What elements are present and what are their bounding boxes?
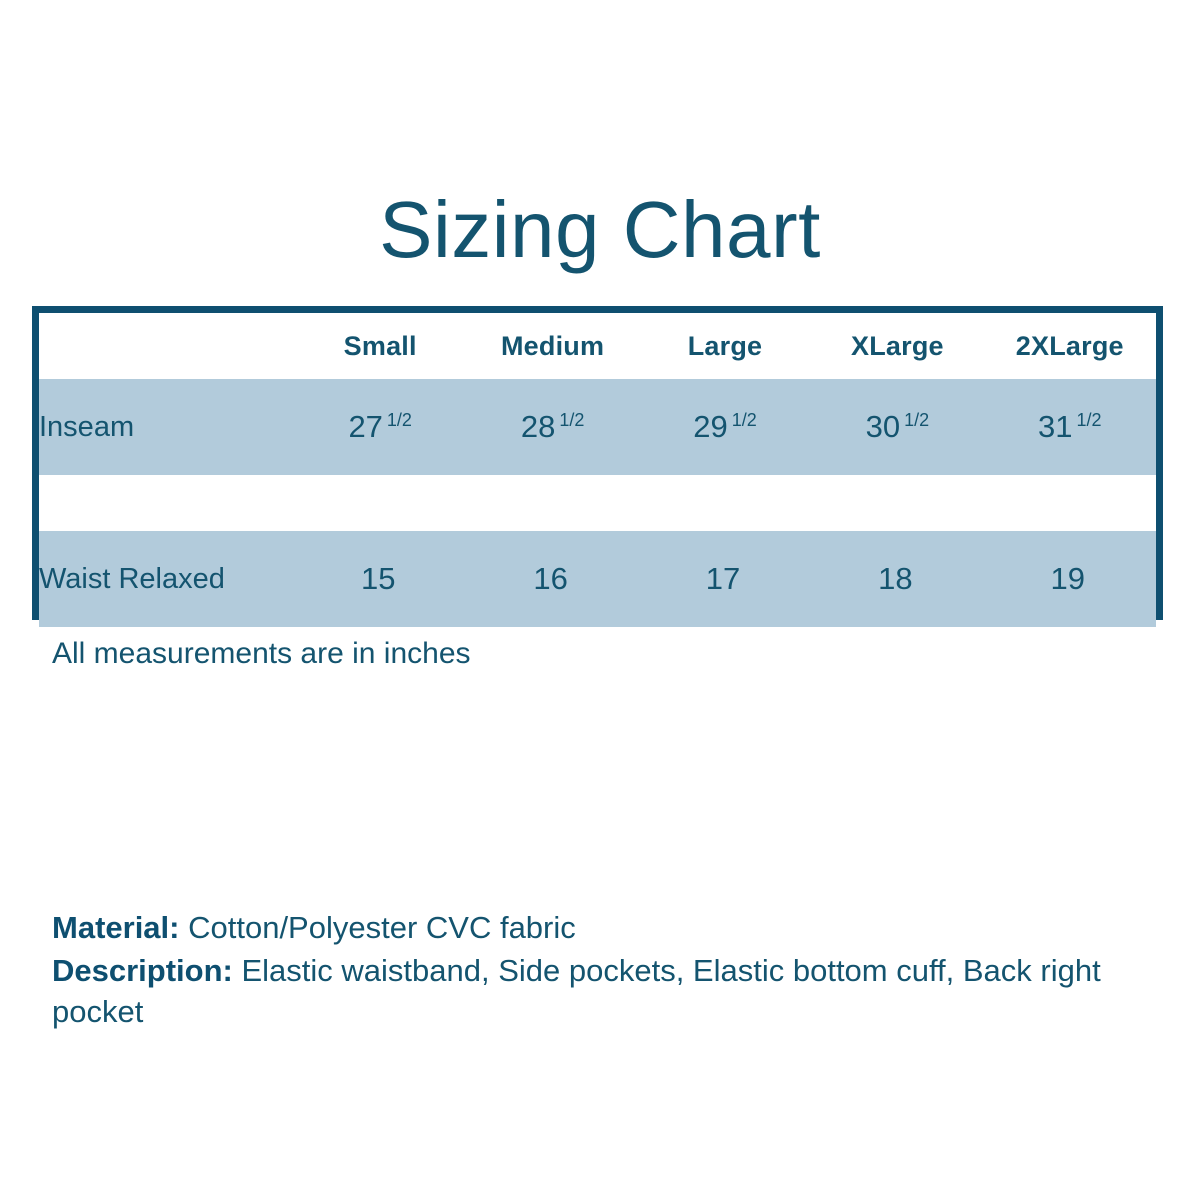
table-spacer-row xyxy=(39,475,1156,531)
cell-inseam-xlarge: 30 1/2 xyxy=(811,379,983,475)
table-row-waist-relaxed: Waist Relaxed 15 16 17 18 19 xyxy=(39,531,1156,627)
column-header-small: Small xyxy=(343,330,417,361)
description-label: Description: xyxy=(52,952,233,988)
cell-waist-large: 17 xyxy=(639,531,811,627)
sizing-table: Small Medium Large XLarge 2XLarge Inseam… xyxy=(39,313,1156,627)
measurement-units-caption: All measurements are in inches xyxy=(52,637,471,670)
spacer-cell xyxy=(39,475,294,531)
material-label: Material: xyxy=(52,910,180,945)
cell-waist-xlarge: 18 xyxy=(811,531,983,627)
cell-inseam-medium: 28 1/2 xyxy=(466,379,638,475)
column-header-2xlarge: 2XLarge xyxy=(1015,330,1124,361)
spacer-cell xyxy=(294,475,466,531)
cell-waist-medium: 16 xyxy=(466,531,638,627)
row-label-inseam: Inseam xyxy=(39,410,135,443)
cell-inseam-large: 29 1/2 xyxy=(639,379,811,475)
value-whole: 18 xyxy=(878,561,913,596)
value-fraction: 1/2 xyxy=(904,410,930,430)
value-fraction: 1/2 xyxy=(386,410,412,430)
cell-inseam-2xlarge: 31 1/2 xyxy=(984,379,1156,475)
value-fraction: 1/2 xyxy=(731,410,757,430)
value-whole: 29 xyxy=(693,409,728,444)
spacer-cell xyxy=(639,475,811,531)
value-fraction: 1/2 xyxy=(1076,410,1102,430)
table-corner-cell xyxy=(39,313,294,379)
cell-waist-small: 15 xyxy=(294,531,466,627)
value-whole: 30 xyxy=(865,409,901,444)
table-row-inseam: Inseam 27 1/2 28 1/2 29 1/2 30 1/2 31 1/2 xyxy=(39,379,1156,475)
spacer-cell xyxy=(466,475,638,531)
value-whole: 16 xyxy=(533,561,568,596)
description-value: Elastic waistband, Side pockets, Elastic… xyxy=(52,952,1101,1029)
material-value: Cotton/Polyester CVC fabric xyxy=(188,910,576,945)
cell-inseam-small: 27 1/2 xyxy=(294,379,466,475)
value-whole: 19 xyxy=(1050,561,1086,596)
material-line: Material: Cotton/Polyester CVC fabric xyxy=(52,908,1162,949)
sizing-table-container: Small Medium Large XLarge 2XLarge Inseam… xyxy=(32,306,1163,627)
spacer-cell xyxy=(984,475,1156,531)
column-header-xlarge: XLarge xyxy=(851,330,944,361)
value-fraction: 1/2 xyxy=(559,410,585,430)
product-notes: Material: Cotton/Polyester CVC fabric De… xyxy=(52,908,1162,1035)
table-header-row: Small Medium Large XLarge 2XLarge xyxy=(39,313,1156,379)
spacer-cell xyxy=(811,475,983,531)
description-line: Description: Elastic waistband, Side poc… xyxy=(52,951,1162,1033)
value-whole: 27 xyxy=(348,409,383,444)
cell-waist-2xlarge: 19 xyxy=(984,531,1156,627)
value-whole: 31 xyxy=(1038,409,1073,444)
page-title: Sizing Chart xyxy=(379,185,821,274)
row-label-waist-relaxed: Waist Relaxed xyxy=(39,562,225,595)
value-whole: 15 xyxy=(360,561,396,596)
column-header-medium: Medium xyxy=(500,330,605,361)
value-whole: 17 xyxy=(705,561,741,596)
value-whole: 28 xyxy=(520,409,556,444)
column-header-large: Large xyxy=(687,330,763,361)
